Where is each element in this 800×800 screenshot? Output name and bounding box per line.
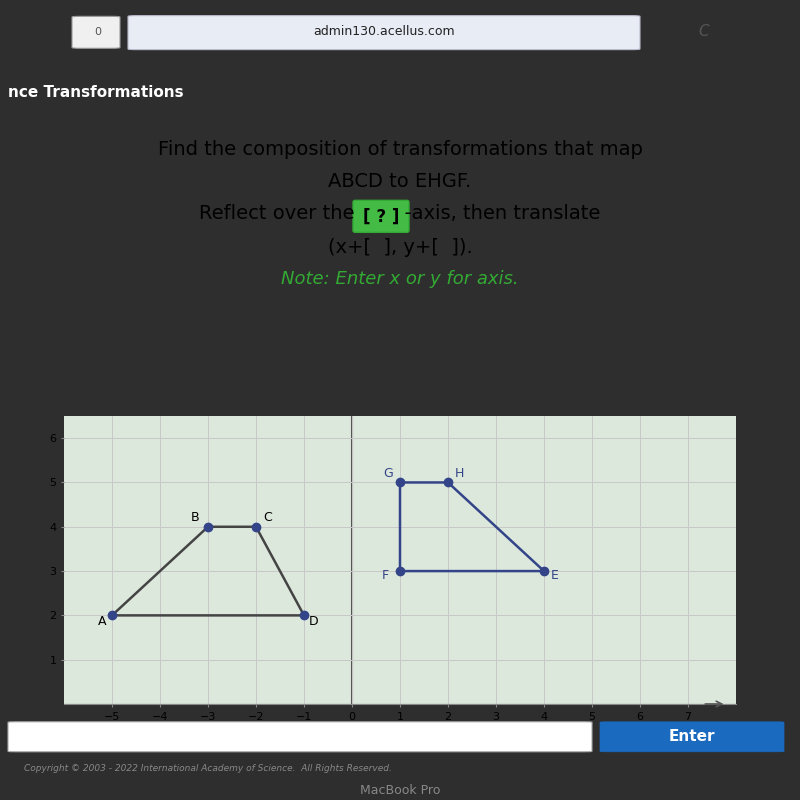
Text: B: B xyxy=(191,511,200,525)
Text: F: F xyxy=(382,569,389,582)
Text: H: H xyxy=(455,467,465,480)
Text: Enter: Enter xyxy=(669,729,715,743)
Text: D: D xyxy=(309,615,318,628)
Text: E: E xyxy=(551,569,559,582)
Text: A: A xyxy=(98,615,106,628)
FancyBboxPatch shape xyxy=(72,16,120,48)
Text: Find the composition of transformations that map: Find the composition of transformations … xyxy=(158,140,642,159)
Text: Reflect over the        -axis, then translate: Reflect over the -axis, then translate xyxy=(199,204,601,223)
Text: ABCD to EHGF.: ABCD to EHGF. xyxy=(328,172,472,191)
Text: (x+[  ], y+[  ]).: (x+[ ], y+[ ]). xyxy=(328,238,472,258)
Text: C: C xyxy=(263,511,272,525)
Text: C: C xyxy=(698,25,710,39)
FancyBboxPatch shape xyxy=(8,722,592,752)
Text: MacBook Pro: MacBook Pro xyxy=(360,784,440,798)
Text: G: G xyxy=(383,467,393,480)
FancyBboxPatch shape xyxy=(128,16,640,50)
Text: Copyright © 2003 - 2022 International Academy of Science.  All Rights Reserved.: Copyright © 2003 - 2022 International Ac… xyxy=(24,764,392,774)
FancyBboxPatch shape xyxy=(353,200,409,232)
Text: 0: 0 xyxy=(94,27,101,37)
Text: nce Transformations: nce Transformations xyxy=(8,86,184,100)
Text: admin130.acellus.com: admin130.acellus.com xyxy=(313,26,455,38)
FancyBboxPatch shape xyxy=(600,722,784,752)
Text: Note: Enter x or y for axis.: Note: Enter x or y for axis. xyxy=(281,270,519,288)
Text: [ ? ]: [ ? ] xyxy=(363,207,399,226)
